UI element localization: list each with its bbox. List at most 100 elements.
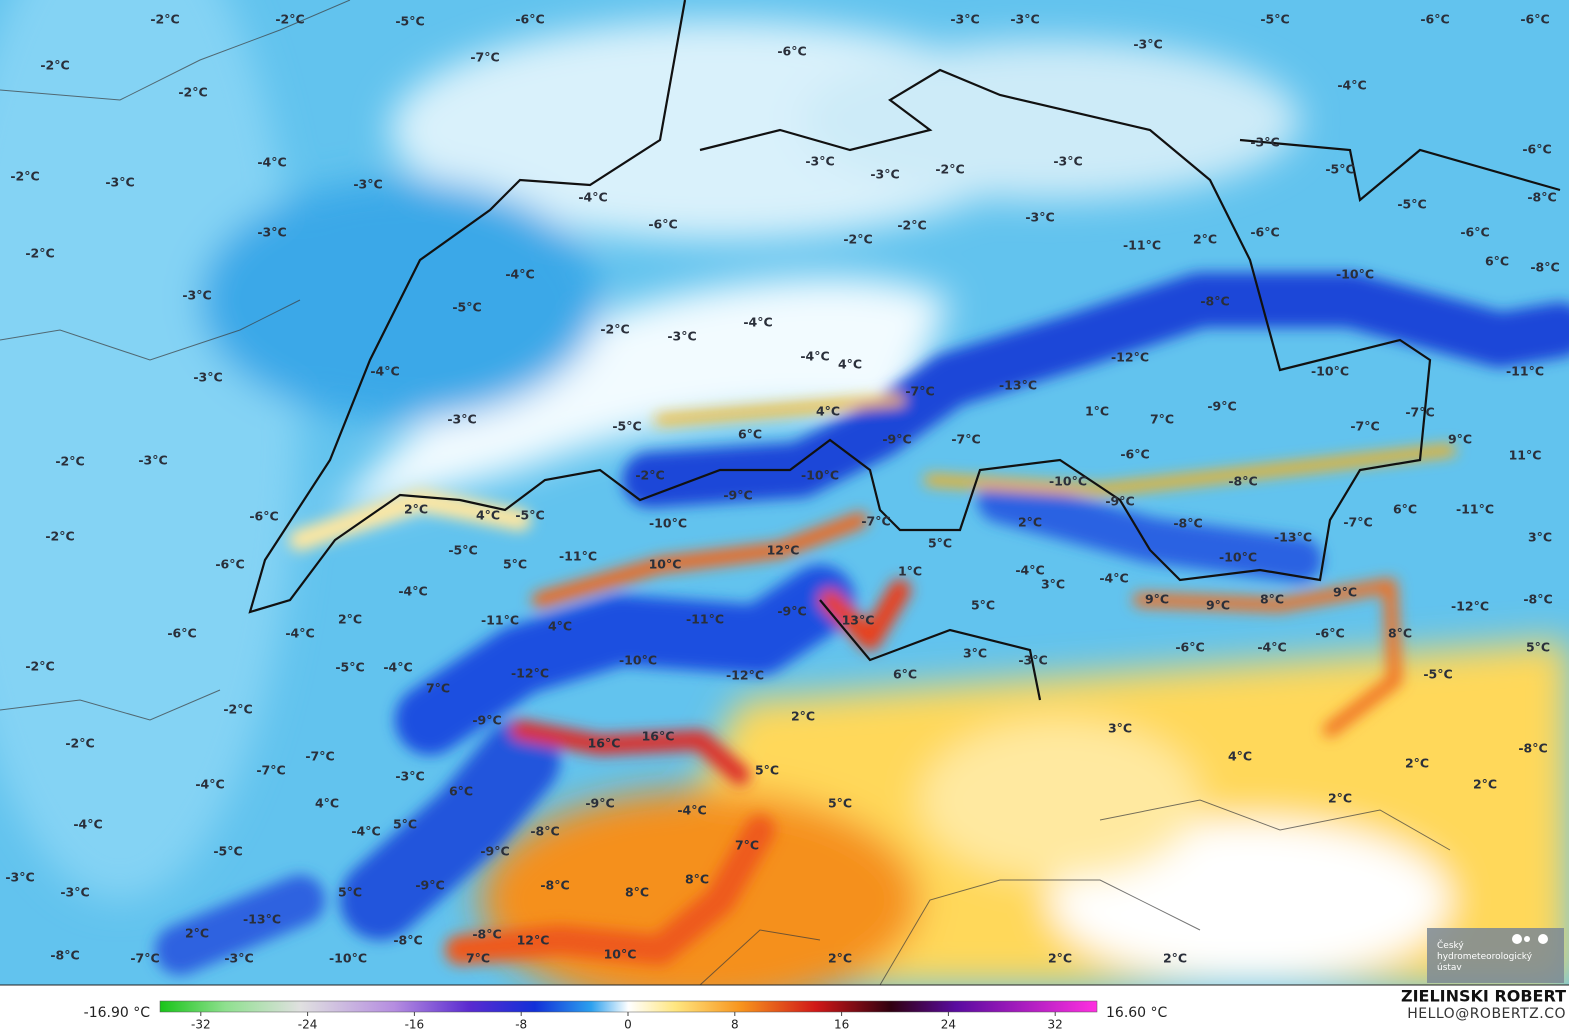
temperature-label: -8°C bbox=[1518, 741, 1547, 756]
temperature-label: -11°C bbox=[1506, 364, 1544, 379]
temperature-label: 8°C bbox=[1260, 592, 1284, 607]
temperature-label: -11°C bbox=[1456, 502, 1494, 517]
temperature-label: 9°C bbox=[1448, 432, 1472, 447]
temperature-label: 7°C bbox=[735, 838, 759, 853]
temperature-label: 2°C bbox=[338, 612, 362, 627]
temperature-label: -13°C bbox=[243, 912, 281, 927]
temperature-label: -10°C bbox=[1219, 550, 1257, 565]
colorbar-tick-label: -16 bbox=[405, 1018, 425, 1032]
temperature-label: -5°C bbox=[213, 844, 242, 859]
temperature-label: -7°C bbox=[905, 384, 934, 399]
temperature-label: -6°C bbox=[167, 626, 196, 641]
temperature-label: -4°C bbox=[370, 364, 399, 379]
temperature-label: -11°C bbox=[481, 613, 519, 628]
temperature-label: -2°C bbox=[178, 85, 207, 100]
temperature-label: -5°C bbox=[515, 508, 544, 523]
temperature-label: -10°C bbox=[619, 653, 657, 668]
temperature-label: -2°C bbox=[25, 659, 54, 674]
temperature-label: -4°C bbox=[1099, 571, 1128, 586]
temperature-label: -6°C bbox=[515, 12, 544, 27]
temperature-label: 5°C bbox=[1526, 640, 1550, 655]
temperature-label: -7°C bbox=[1405, 405, 1434, 420]
temperature-label: 13°C bbox=[842, 613, 875, 628]
colorbar-tick-label: 16 bbox=[834, 1018, 849, 1032]
temperature-label: -5°C bbox=[395, 14, 424, 29]
temperature-label: -12°C bbox=[1451, 599, 1489, 614]
temperature-label: -5°C bbox=[1260, 12, 1289, 27]
temperature-label: 3°C bbox=[1528, 530, 1552, 545]
temperature-label: 8°C bbox=[625, 885, 649, 900]
temperature-label: 5°C bbox=[828, 796, 852, 811]
temperature-label: -8°C bbox=[1527, 190, 1556, 205]
temperature-labels: -2°C -2°C -5°C -6°C -3°C -3°C -5°C -6°C -6°C -2°C… bbox=[5, 12, 1559, 966]
temperature-label: -6°C bbox=[1315, 626, 1344, 641]
temperature-label: 4°C bbox=[315, 796, 339, 811]
temperature-label: 2°C bbox=[791, 709, 815, 724]
temperature-label: -6°C bbox=[1250, 225, 1279, 240]
temperature-label: 5°C bbox=[755, 763, 779, 778]
temperature-label: 11°C bbox=[1509, 448, 1542, 463]
temperature-label: 1°C bbox=[1085, 404, 1109, 419]
temperature-label: -8°C bbox=[1530, 260, 1559, 275]
temperature-label: 7°C bbox=[1150, 412, 1174, 427]
temperature-label: -2°C bbox=[600, 322, 629, 337]
temperature-label: -7°C bbox=[305, 749, 334, 764]
temperature-label: -9°C bbox=[723, 488, 752, 503]
temperature-label: 8°C bbox=[1388, 626, 1412, 641]
temperature-label: 2°C bbox=[404, 502, 428, 517]
temperature-label: -6°C bbox=[1460, 225, 1489, 240]
temperature-label: -11°C bbox=[559, 549, 597, 564]
colorbar-max: 16.60 °C bbox=[1106, 1005, 1168, 1021]
country-borders bbox=[248, 0, 1561, 701]
temperature-label: -6°C bbox=[1175, 640, 1204, 655]
temperature-label: -8°C bbox=[530, 824, 559, 839]
temperature-label: 7°C bbox=[466, 951, 490, 966]
temperature-label: 3°C bbox=[1108, 721, 1132, 736]
temperature-label: -3°C bbox=[1053, 154, 1082, 169]
temperature-label: -5°C bbox=[612, 419, 641, 434]
temperature-label: -7°C bbox=[861, 514, 890, 529]
temperature-label: -8°C bbox=[50, 948, 79, 963]
temperature-label: -3°C bbox=[870, 167, 899, 182]
temperature-label: 8°C bbox=[685, 872, 709, 887]
temperature-label: -4°C bbox=[195, 777, 224, 792]
temperature-label: 2°C bbox=[1048, 951, 1072, 966]
temperature-label: -8°C bbox=[540, 878, 569, 893]
temperature-label: 4°C bbox=[476, 508, 500, 523]
temperature-label: -2°C bbox=[843, 232, 872, 247]
temperature-label: 9°C bbox=[1333, 585, 1357, 600]
temperature-label: 2°C bbox=[1163, 951, 1187, 966]
temperature-label: 2°C bbox=[1018, 515, 1042, 530]
temperature-label: -4°C bbox=[743, 315, 772, 330]
temperature-label: 3°C bbox=[963, 646, 987, 661]
temperature-label: -13°C bbox=[999, 378, 1037, 393]
temperature-label: -7°C bbox=[130, 951, 159, 966]
temperature-label: -2°C bbox=[275, 12, 304, 27]
temperature-label: 4°C bbox=[1228, 749, 1252, 764]
temperature-label: -3°C bbox=[950, 12, 979, 27]
temperature-label: 5°C bbox=[928, 536, 952, 551]
temperature-label: 2°C bbox=[1473, 777, 1497, 792]
temperature-label: -2°C bbox=[40, 58, 69, 73]
temperature-label: -6°C bbox=[1522, 142, 1551, 157]
temperature-label: 5°C bbox=[393, 817, 417, 832]
temperature-label: 10°C bbox=[604, 947, 637, 962]
temperature-label: -5°C bbox=[1325, 162, 1354, 177]
temperature-label: -3°C bbox=[1010, 12, 1039, 27]
temperature-label: -12°C bbox=[511, 666, 549, 681]
temperature-label: -5°C bbox=[1423, 667, 1452, 682]
temperature-label: 4°C bbox=[838, 357, 862, 372]
temperature-label: -6°C bbox=[1520, 12, 1549, 27]
contact: HELLO@ROBERTZ.CO bbox=[1407, 1006, 1566, 1022]
temperature-label: 9°C bbox=[1145, 592, 1169, 607]
colorbar-min: -16.90 °C bbox=[84, 1005, 151, 1021]
temperature-label: -8°C bbox=[472, 927, 501, 942]
temperature-label: 10°C bbox=[649, 557, 682, 572]
colorbar-tick-label: -32 bbox=[191, 1018, 211, 1032]
temperature-label: 9°C bbox=[1206, 598, 1230, 613]
temperature-label: -7°C bbox=[470, 50, 499, 65]
temperature-label: -4°C bbox=[800, 349, 829, 364]
colorbar-tick-label: 8 bbox=[731, 1018, 739, 1032]
temperature-label: -3°C bbox=[5, 870, 34, 885]
